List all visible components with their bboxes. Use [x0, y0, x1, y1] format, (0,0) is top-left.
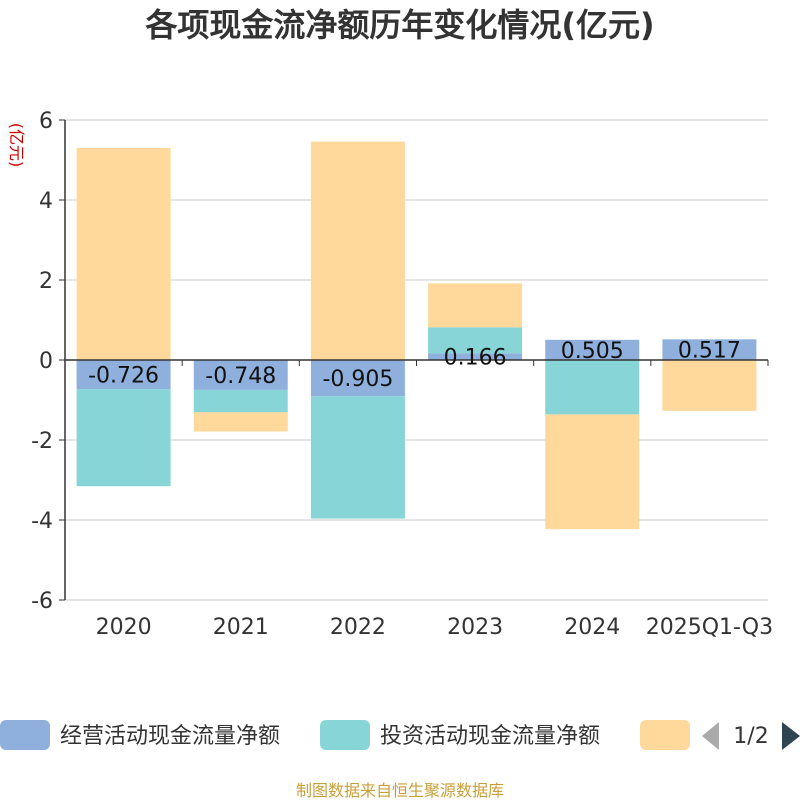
- bar-2024-series-0: [545, 339, 640, 360]
- source-note: 制图数据来自恒生聚源数据库: [296, 781, 504, 800]
- bars: [76, 141, 757, 530]
- bar-2022-series-2: [310, 141, 405, 360]
- legend-page-indicator: 1/2: [733, 724, 768, 749]
- x-tick-label: 2024: [564, 615, 620, 640]
- bar-2021-series-1: [193, 389, 288, 413]
- bar-2023-series-1: [428, 327, 523, 354]
- bar-2020-series-0: [76, 360, 171, 390]
- bar-2020-series-2: [76, 148, 171, 360]
- data-label: 0.505: [561, 339, 624, 364]
- legend-swatch-series-0: [0, 720, 50, 750]
- legend-swatch-series-2: [640, 720, 690, 750]
- bar-2022-series-1: [310, 396, 405, 519]
- legend-swatch-series-1: [320, 720, 370, 750]
- legend-label-series-1: 投资活动现金流量净额: [380, 724, 600, 749]
- legend: 经营活动现金流量净额 投资活动现金流量净额 1/2: [0, 720, 800, 750]
- bar-2021-series-2: [193, 412, 288, 432]
- y-tick-label: 4: [39, 189, 53, 214]
- legend-prev-page-icon[interactable]: [702, 722, 719, 750]
- data-labels: -0.726 -0.748 -0.905 0.166 0.505 0.517: [88, 339, 741, 392]
- bar-2023-series-0: [428, 353, 523, 360]
- data-label: 0.517: [678, 339, 741, 364]
- bar-2025Q1-Q3-series-2: [662, 360, 757, 411]
- legend-next-page-icon[interactable]: [782, 722, 800, 750]
- x-tick-label: 2022: [330, 615, 386, 640]
- y-tick-label: -4: [31, 509, 53, 534]
- x-tick-label: 2025Q1-Q3: [646, 615, 773, 640]
- bar-2020-series-1: [76, 389, 171, 487]
- bar-2024-series-2: [545, 414, 640, 530]
- x-tick-label: 2021: [213, 615, 269, 640]
- axes: 6 4 2 0 -2 -4 -6 2020 2021 2022 2023 2024 2025Q1-Q3: [31, 109, 773, 640]
- y-tick-label: 6: [39, 109, 53, 134]
- bar-2025Q1-Q3-series-0: [662, 339, 757, 360]
- y-axis-unit: (亿元): [7, 123, 26, 168]
- x-tick-label: 2020: [96, 615, 152, 640]
- chart-title: 各项现金流净额历年变化情况(亿元): [145, 6, 654, 44]
- data-label: -0.726: [88, 364, 159, 389]
- data-label: -0.748: [205, 364, 276, 389]
- y-tick-label: 2: [39, 269, 53, 294]
- y-tick-label: 0: [39, 349, 53, 374]
- x-tick-label: 2023: [447, 615, 503, 640]
- legend-label-series-0: 经营活动现金流量净额: [60, 724, 280, 749]
- bar-2022-series-0: [310, 360, 405, 397]
- y-tick-label: -2: [31, 429, 53, 454]
- data-label: -0.905: [322, 367, 393, 392]
- bar-2023-series-2: [428, 283, 523, 328]
- y-tick-label: -6: [31, 589, 53, 614]
- bar-2021-series-0: [193, 360, 288, 390]
- data-label: 0.166: [444, 346, 507, 371]
- bar-2024-series-1: [545, 360, 640, 415]
